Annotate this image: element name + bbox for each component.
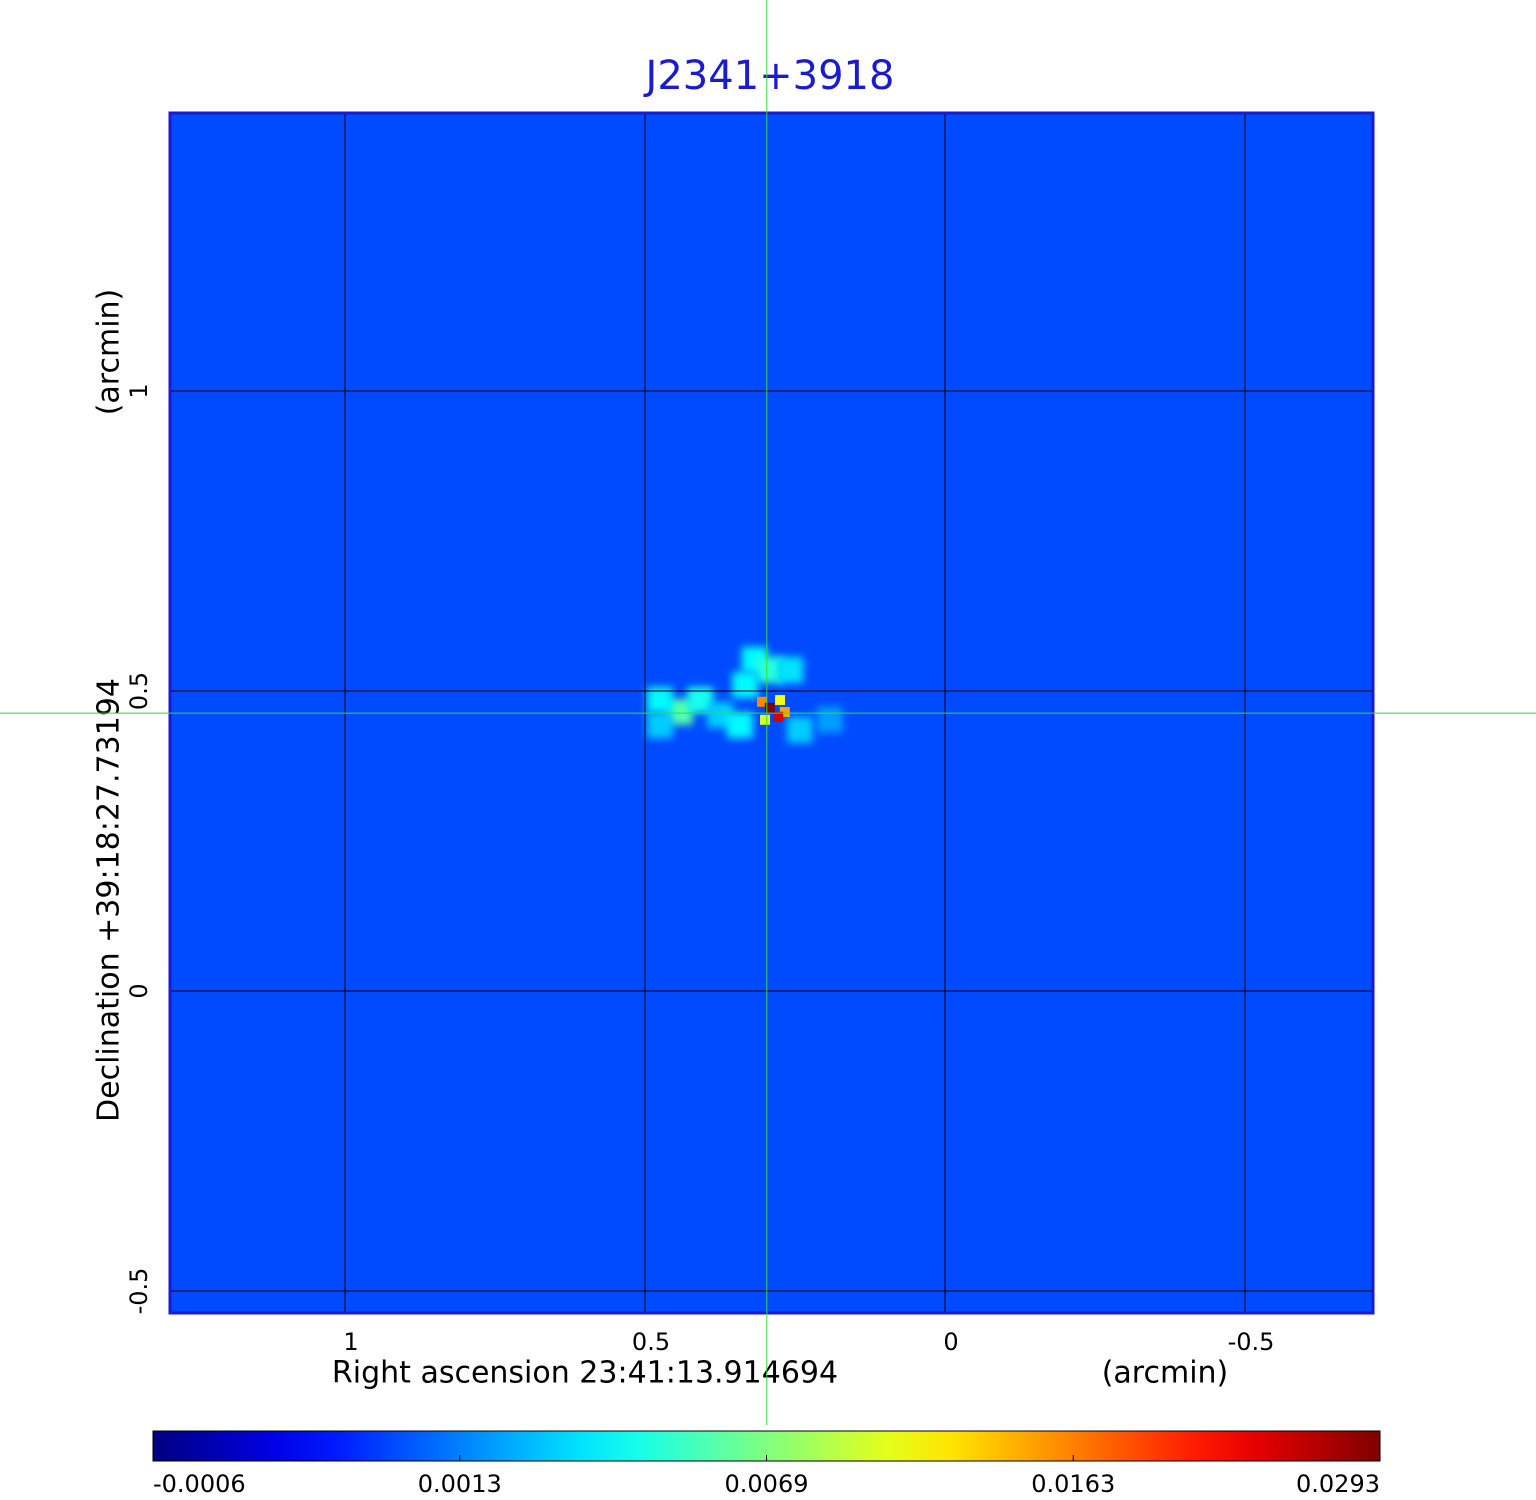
colorbar-tick-label: 0.0013 (418, 1470, 502, 1498)
chart-title: J2341+3918 (643, 53, 895, 99)
y-tick-label: 0.5 (125, 672, 153, 710)
y-axis-label: Declination +39:18:27.73194 (92, 678, 127, 1122)
x-tick-label: 0.5 (632, 1328, 670, 1356)
x-tick-label: -0.5 (1228, 1328, 1275, 1356)
pixel (764, 702, 775, 713)
y-axis-unit: (arcmin) (92, 289, 127, 416)
pixel (773, 711, 784, 722)
colorbar-tick-label: 0.0163 (1031, 1470, 1115, 1498)
pixel (647, 712, 674, 739)
x-tick-label: 0 (943, 1328, 958, 1356)
y-tick-label: 0 (125, 983, 153, 998)
x-axis-label: Right ascension 23:41:13.914694 (332, 1356, 838, 1391)
pixel (777, 656, 804, 683)
colorbar-tick-label: 0.0069 (725, 1470, 809, 1498)
pixel (775, 694, 786, 705)
pixel (757, 696, 768, 707)
y-tick-label: 1 (125, 383, 153, 398)
pixel (732, 671, 759, 698)
x-tick-label: 1 (343, 1328, 358, 1356)
pixel (786, 716, 813, 743)
pixel (760, 714, 771, 725)
colorbar-tick-label: 0.0293 (1296, 1470, 1380, 1498)
pixel (779, 706, 790, 717)
colorbar-tick-label: -0.0006 (153, 1470, 246, 1498)
pixel (726, 712, 753, 739)
y-tick-label: -0.5 (125, 1268, 153, 1315)
x-axis-unit: (arcmin) (1102, 1356, 1229, 1391)
pixel (816, 706, 843, 733)
